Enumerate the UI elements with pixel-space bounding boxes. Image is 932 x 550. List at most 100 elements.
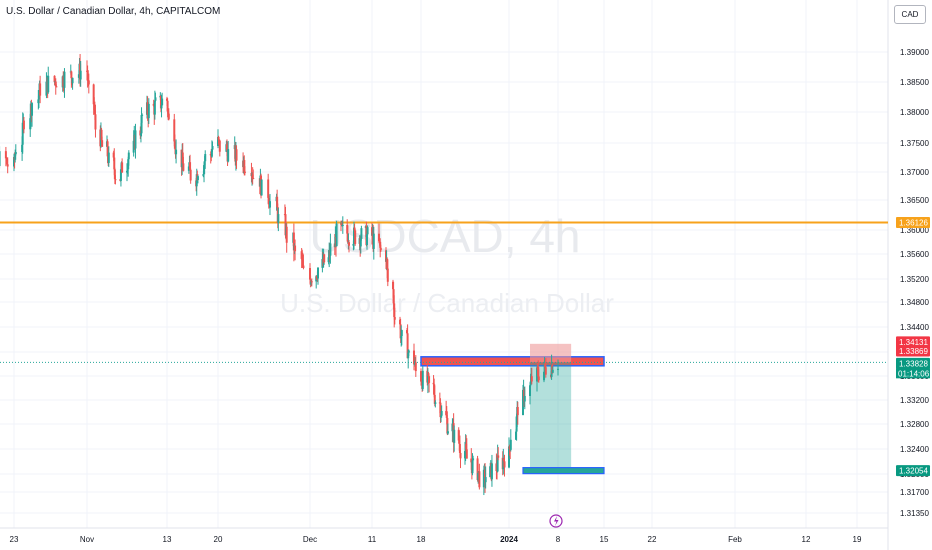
candle-body (529, 381, 532, 386)
candle-body (495, 463, 498, 472)
candle-body (202, 173, 205, 177)
candle-body (329, 243, 332, 256)
candle-body (276, 196, 279, 208)
candle-body (277, 214, 280, 223)
target-zone[interactable] (522, 467, 605, 475)
price-tick-label: 1.38000 (900, 108, 929, 117)
supply-zone[interactable] (420, 356, 605, 367)
candle-body (147, 103, 150, 119)
candles (0, 54, 559, 496)
time-tick-label: 19 (853, 535, 862, 544)
candle-body (268, 201, 271, 208)
candle-body (508, 446, 510, 468)
time-tick-label: 2024 (500, 535, 518, 544)
candle-body (6, 158, 9, 165)
candle-body (54, 81, 57, 87)
candle-body (119, 169, 122, 181)
candle-body (420, 381, 423, 383)
candle-body (508, 446, 511, 449)
candle-body (22, 120, 25, 130)
time-tick-label: 12 (802, 535, 811, 544)
candle-body (121, 162, 124, 173)
candle-body (453, 429, 456, 443)
candle-body (392, 289, 395, 304)
candle-body (55, 86, 58, 88)
candle-body (393, 303, 396, 318)
candle-body (557, 368, 559, 370)
price-axis[interactable]: 1.39000 1.38500 1.38000 1.37500 1.37000 1.365… (900, 48, 929, 518)
candle-body (544, 363, 547, 368)
candle-body (421, 370, 424, 389)
countdown-badge (896, 368, 930, 379)
currency-button[interactable]: CAD (894, 5, 926, 24)
candle-body (37, 95, 40, 100)
candle-body (489, 466, 492, 478)
price-tick-label: 1.35600 (900, 250, 929, 259)
candle-body (93, 110, 96, 115)
candle-body (496, 471, 499, 473)
lightning-icon[interactable] (549, 514, 563, 528)
candle-body (315, 276, 318, 282)
candle-body (371, 227, 373, 236)
candle-body (79, 70, 82, 80)
candle-body (31, 103, 34, 116)
candle-body (302, 265, 305, 269)
candle-body (484, 469, 487, 483)
candle-body (112, 152, 115, 158)
time-axis[interactable]: 23 Nov 13 20 Dec 11 18 2024 8 15 22 Feb 12 19 (10, 535, 862, 544)
candle-body (166, 98, 168, 101)
candle-body (173, 119, 176, 142)
candle-body (310, 281, 313, 285)
candle-body (406, 330, 408, 334)
countdown-label: 01:14:06 (898, 369, 930, 378)
time-tick-label: 20 (214, 535, 223, 544)
candle-body (379, 247, 382, 251)
candle-body (445, 414, 448, 418)
candle-body (252, 178, 255, 180)
candle-body (154, 97, 157, 101)
candle-body (301, 258, 304, 260)
watermark-name: U.S. Dollar / Canadian Dollar (280, 288, 614, 318)
candle-body (100, 129, 103, 141)
candle-body (515, 416, 518, 432)
candle-body (21, 144, 24, 152)
candle-body (523, 389, 526, 402)
candle-body (218, 140, 221, 152)
candle-body (126, 169, 129, 171)
candle-body (139, 130, 142, 136)
candle-body (204, 154, 207, 162)
price-tick-label: 1.34800 (900, 298, 929, 307)
candle-body (509, 439, 512, 450)
candle-body (341, 225, 344, 227)
candle-body (352, 243, 355, 246)
candle-body (536, 367, 539, 370)
time-tick-label: 23 (10, 535, 19, 544)
candle-body (399, 324, 402, 339)
candle-body (537, 369, 540, 377)
chart-title: U.S. Dollar / Canadian Dollar, 4h, CAPIT… (6, 6, 221, 17)
candle-body (413, 364, 416, 366)
candle-body (434, 402, 437, 404)
candle-body (62, 76, 65, 87)
candle-body (340, 223, 342, 225)
candle-body (209, 154, 212, 156)
candle-body (482, 469, 485, 488)
candle-body (407, 352, 410, 359)
candle-body (21, 122, 24, 145)
stop-loss-area[interactable] (530, 343, 572, 363)
candle-body (385, 250, 387, 262)
candle-body (4, 151, 7, 159)
candle-body (359, 239, 362, 247)
candle-body (113, 157, 116, 170)
price-tick-label: 1.38500 (900, 78, 929, 87)
candle-body (457, 429, 460, 441)
candle-body (502, 458, 505, 470)
zone-badge-label: 1.33869 (899, 347, 928, 356)
candle-body (45, 81, 48, 96)
candle-body (446, 431, 449, 434)
candle-body (173, 141, 176, 149)
candle-body (502, 458, 505, 462)
price-tick-label: 1.35200 (900, 275, 929, 284)
candle-body (203, 161, 206, 166)
